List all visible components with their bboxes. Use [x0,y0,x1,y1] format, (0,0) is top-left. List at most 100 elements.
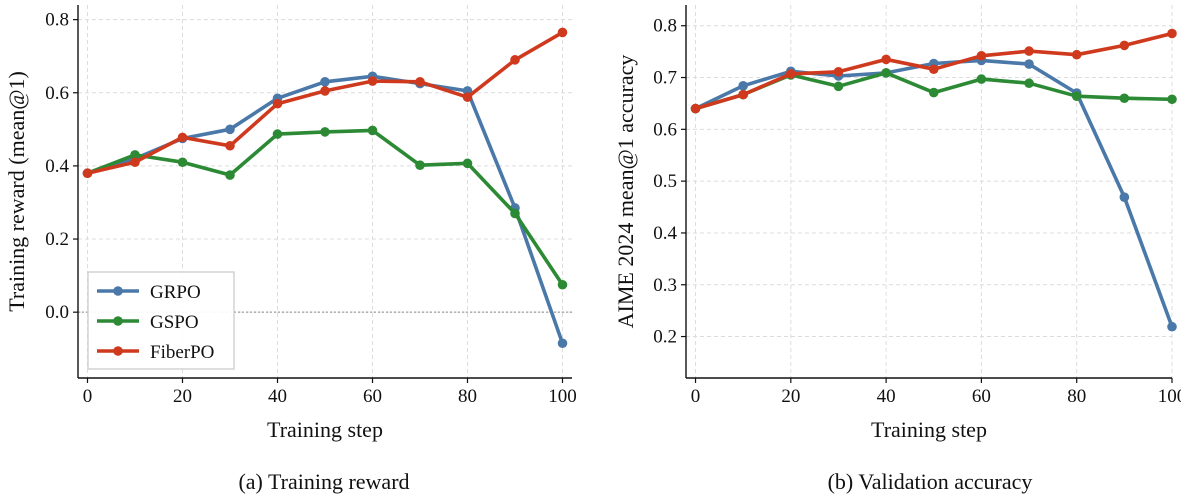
y-tick-label: 0.6 [45,83,69,104]
data-point-fiberpo [928,64,939,75]
data-point-gspo [557,279,568,290]
legend-item-grpo: GRPO [97,282,201,303]
legend-item-gspo: GSPO [97,312,199,333]
x-tick-label: 0 [83,386,93,407]
y-tick-label: 0.4 [653,223,677,244]
data-point-gspo [1119,93,1130,104]
data-point-grpo [1167,321,1177,332]
data-point-gspo [415,160,425,170]
data-point-gspo [462,158,473,169]
y-tick-label: 0.7 [653,68,677,89]
panel-training-reward: 0 20 40 60 80 100 0.0 0.2 0.4 0.6 0.8 Training ste… [4,5,577,494]
data-point-fiberpo [738,89,748,100]
y-tick-label: 0.2 [45,229,69,250]
data-point-fiberpo [881,54,891,65]
x-tick-label: 100 [548,386,577,407]
y-tick-label: 0.3 [653,275,677,296]
data-point-gspo [177,157,188,168]
caption: (a) Training reward [238,469,409,494]
series-fiberpo [82,27,568,179]
y-tick-label: 0.2 [653,327,677,348]
y-tick-label: 0.8 [653,16,677,37]
data-point-fiberpo [1024,46,1034,56]
data-point-fiberpo [510,55,520,65]
data-point-grpo [557,338,568,349]
y-axis-label: AIME 2024 mean@1 accuracy [613,55,638,329]
caption: (b) Validation accuracy [828,469,1033,494]
legend-swatch-marker [113,346,123,356]
data-point-fiberpo [786,69,796,79]
data-point-fiberpo [690,103,701,114]
data-point-fiberpo [320,86,330,96]
legend-swatch-marker [113,286,123,296]
data-point-fiberpo [367,76,378,86]
data-point-gspo [976,74,987,84]
legend-items: GRPO GSPO FiberPO [97,282,214,363]
data-point-grpo [738,81,748,91]
x-axis-label: Training step [871,417,987,442]
series-fiberpo [690,28,1177,114]
legend-label: GSPO [150,312,199,333]
x-tick-label: 40 [877,386,896,407]
x-tick-label: 60 [363,386,382,407]
panel-validation-accuracy: 0 20 40 60 80 100 0.2 0.3 0.4 0.5 0.6 0.7 0.8 Traini… [613,5,1181,494]
data-point-gspo [1071,91,1082,101]
x-tick-label: 0 [691,386,701,407]
y-tick-label: 0.4 [45,156,69,177]
data-point-fiberpo [557,27,568,38]
y-tick-label: 0.8 [45,10,69,31]
data-point-gspo [510,208,520,219]
x-axis-label: Training step [267,417,383,442]
y-axis-label: Training reward (mean@1) [4,71,29,312]
grid [686,5,1173,378]
data-point-gspo [272,129,283,139]
data-point-grpo [1024,59,1034,69]
data-point-fiberpo [462,92,473,102]
series-group [82,27,568,349]
x-tick-label: 80 [458,386,477,407]
legend-swatch-marker [113,316,123,326]
data-point-fiberpo [1071,49,1082,60]
data-point-grpo [1119,192,1130,202]
tick-labels: 0 20 40 60 80 100 0.0 0.2 0.4 0.6 0.8 [45,10,577,407]
data-point-gspo [928,87,939,98]
legend-item-fiberpo: FiberPO [97,342,214,363]
data-point-gspo [1024,78,1034,89]
data-point-gspo [367,125,378,136]
data-point-gspo [1167,94,1177,105]
legend-label: GRPO [150,282,201,303]
data-point-fiberpo [415,76,425,87]
series-line-grpo [693,58,1174,329]
data-point-gspo [833,81,844,92]
data-point-fiberpo [272,98,283,109]
data-point-fiberpo [82,168,93,179]
data-point-gspo [130,150,140,160]
axes [73,5,572,383]
x-tick-label: 100 [1158,386,1181,407]
y-tick-label: 0.0 [45,302,69,323]
data-point-gspo [225,170,235,180]
data-point-gspo [320,127,330,137]
data-point-fiberpo [225,140,235,151]
data-point-fiberpo [1167,28,1177,39]
series-gspo [690,68,1177,114]
x-tick-label: 40 [268,386,287,407]
legend: GRPO GSPO FiberPO [87,271,235,370]
data-point-fiberpo [833,67,844,77]
data-point-gspo [881,68,891,78]
x-tick-label: 20 [173,386,192,407]
data-point-grpo [320,76,330,87]
data-point-grpo [225,124,235,135]
data-point-fiberpo [130,157,140,168]
data-point-fiberpo [1119,40,1130,51]
series-group [690,28,1177,332]
y-tick-label: 0.5 [653,171,677,192]
data-point-fiberpo [976,50,987,61]
data-point-fiberpo [177,132,188,143]
axes [681,5,1173,383]
legend-label: FiberPO [150,342,214,363]
x-tick-label: 80 [1067,386,1086,407]
x-tick-label: 20 [781,386,800,407]
tick-labels: 0 20 40 60 80 100 0.2 0.3 0.4 0.5 0.6 0.7 0.8 [653,16,1181,407]
